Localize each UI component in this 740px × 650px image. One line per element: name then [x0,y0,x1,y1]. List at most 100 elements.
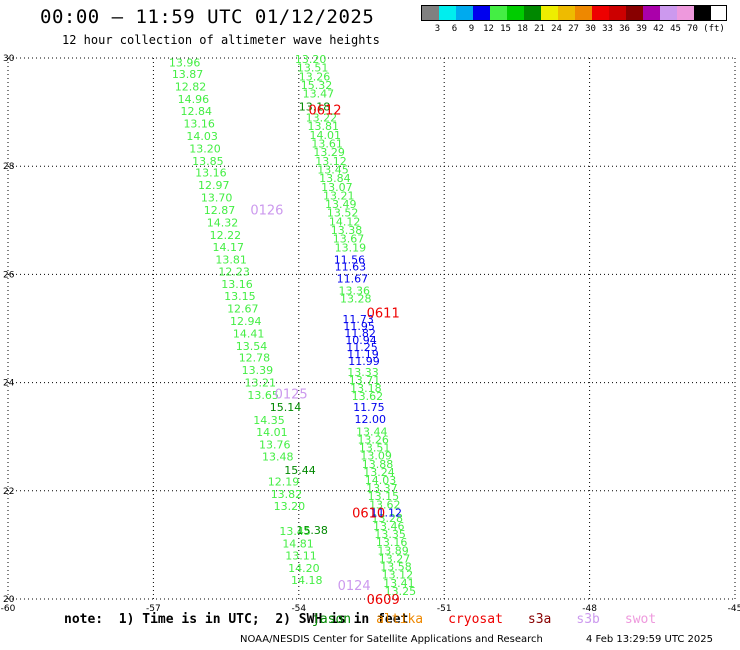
wave-height-label: 11.95 [343,320,375,333]
colorbar-swatch [524,6,541,20]
wave-height-label: 13.62 [369,498,401,511]
colorbar-swatch [609,6,626,20]
wave-height-label: 13.49 [325,198,357,211]
legend-item-swot: swot [624,612,657,627]
wave-height-label: 13.12 [382,569,414,582]
legend-item-altika: altika [376,612,424,627]
wave-height-label: 12.84 [181,105,213,118]
wave-height-label: 13.87 [172,68,204,81]
wave-height-label: 15.14 [270,401,302,414]
colorbar-tick-label: 15 [500,24,511,34]
wave-height-label: 13.21 [323,189,355,202]
colorbar-swatch [592,6,609,20]
x-tick-label: -54 [291,604,306,614]
chart-subtitle: 12 hour collection of altimeter wave hei… [62,33,380,47]
colorbar-swatch [694,6,711,20]
colorbar-tick-label: 12 [483,24,494,34]
wave-height-label: 13.67 [333,233,365,246]
wave-height-label: 11.82 [344,327,376,340]
wave-height-label: 13.16 [183,117,215,130]
wave-height-label: 13.21 [245,377,277,390]
wave-height-label: 11.67 [337,273,369,286]
colorbar-tick-label: 33 [602,24,613,34]
colorbar-tick-label: 21 [534,24,545,34]
wave-height-label: 14.96 [178,93,210,106]
wave-height-label: 11.56 [334,253,366,266]
wave-height-label: 13.81 [308,120,340,133]
wave-height-label: 13.16 [195,167,227,180]
wave-height-label: 13.96 [169,56,201,69]
colorbar-swatch [473,6,490,20]
legend-item-jason: jason [312,612,352,627]
wave-height-label: 13.54 [236,340,268,353]
y-tick-label: 28 [3,162,15,172]
wave-height-label: 13.88 [362,458,394,471]
colorbar-swatches [421,5,727,21]
colorbar-swatch [541,6,558,20]
wave-height-label: 13.38 [331,224,363,237]
colorbar-tick-label: 39 [636,24,647,34]
wave-height-label: 14.03 [365,474,397,487]
wave-height-label: 12.94 [230,315,262,328]
wave-height-label: 13.22 [306,112,338,125]
wave-height-label: 13.28 [372,512,404,525]
colorbar-unit: (ft) [703,24,725,34]
wave-height-label: 13.81 [215,253,247,266]
colorbar-tick-label: 30 [585,24,596,34]
x-tick-label: -45 [728,604,740,614]
wave-height-label: 13.35 [374,528,406,541]
colorbar-swatch [507,6,524,20]
wave-height-label: 12.19 [268,476,300,489]
wave-height-label: 13.41 [383,577,415,590]
wave-height-label: 13.51 [297,62,329,75]
wave-height-label: 11.25 [346,341,378,354]
wave-height-label: 13.37 [366,482,398,495]
colorbar-swatch [575,6,592,20]
wave-height-label: 13.76 [259,438,291,451]
wave-height-label: 13.52 [327,207,359,220]
colorbar-swatch [558,6,575,20]
wave-height-label: 12.67 [227,302,259,315]
x-tick-label: -51 [437,604,452,614]
colorbar-tick-label: 45 [670,24,681,34]
wave-height-label: 13.58 [380,561,412,574]
x-tick-label: -48 [582,604,597,614]
wave-height-label: 13.09 [360,450,392,463]
pass-time-label: 0124 [338,579,371,594]
colorbar-swatch [490,6,507,20]
colorbar-swatch [643,6,660,20]
legend-item-s3b: s3b [576,612,600,627]
wave-height-label: 13.46 [373,520,405,533]
x-tick-label: -60 [1,604,16,614]
wave-height-label: 11.75 [353,401,385,414]
wave-height-label: 14.17 [213,241,245,254]
wave-height-label: 14.12 [329,215,361,228]
chart-title: 00:00 – 11:59 UTC 01/12/2025 [40,6,375,28]
axis-ticks: -60 -57 -54 -51 -48 -45 20 22 24 26 28 30 [1,54,740,614]
wave-height-label: 12.97 [198,179,230,192]
wave-height-label: 14.18 [291,574,323,587]
wave-height-label: 11.73 [342,313,374,326]
timestamp: 4 Feb 13:29:59 UTC 2025 [586,634,713,645]
wave-height-label: 13.48 [262,451,294,464]
wave-height-label: 13.16 [376,536,408,549]
wave-height-label: 13.27 [379,552,411,565]
wave-height-label: 13.24 [363,466,395,479]
wave-height-label: 13.61 [311,137,343,150]
colorbar-labels: 3 6 9 12 15 18 21 24 27 30 33 36 39 42 45 70 (ft) [421,24,727,34]
colorbar-swatch [439,6,456,20]
wave-height-label: 12.78 [239,352,271,365]
legend-item-s3a: s3a [527,612,552,627]
wave-height-label: 13.45 [279,525,311,538]
wave-height-label: 13.26 [299,70,331,83]
pass-time-label: 0609 [367,593,400,608]
colorbar: 3 6 9 12 15 18 21 24 27 30 33 36 39 42 45 70 (ft) [421,5,727,34]
wave-height-label: 13.07 [321,181,353,194]
colorbar-tick-label: 27 [568,24,579,34]
wave-height-label: 13.47 [303,88,335,101]
footnote: note: 1) Time is in UTC; 2) SWH is in fe… [64,612,409,627]
y-tick-label: 22 [3,487,14,497]
colorbar-tick-label: 6 [451,24,458,34]
wave-height-label: 14.41 [233,327,264,340]
